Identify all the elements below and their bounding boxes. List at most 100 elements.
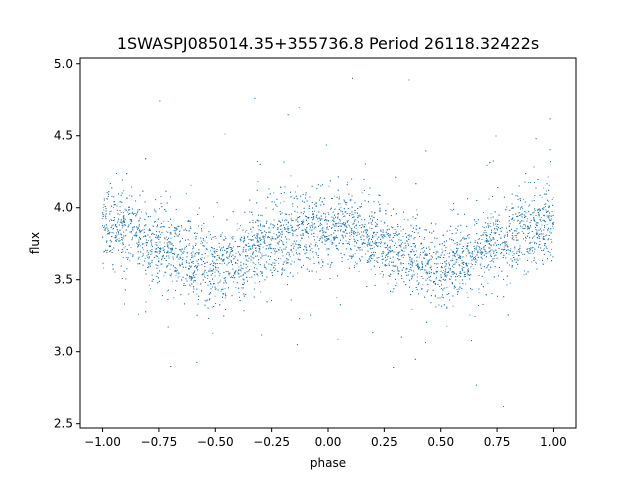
- data-point: [414, 274, 415, 276]
- data-point: [416, 209, 418, 211]
- data-point: [512, 255, 514, 257]
- data-point: [437, 262, 439, 264]
- data-point: [382, 251, 384, 252]
- data-point: [517, 219, 519, 221]
- data-point: [296, 217, 298, 219]
- data-point: [482, 234, 484, 236]
- data-point: [297, 272, 299, 274]
- data-point: [396, 254, 398, 256]
- data-point: [218, 267, 219, 269]
- data-point: [518, 212, 520, 214]
- data-point: [477, 239, 479, 240]
- data-point: [546, 223, 548, 225]
- data-point: [203, 257, 205, 259]
- data-point: [343, 216, 344, 218]
- data-point: [446, 274, 448, 276]
- data-point: [214, 265, 216, 267]
- data-point: [215, 269, 217, 271]
- data-point: [140, 211, 142, 213]
- data-point: [296, 211, 298, 213]
- data-point: [348, 220, 349, 222]
- data-point: [417, 264, 419, 266]
- data-point: [163, 220, 165, 222]
- data-point: [257, 180, 259, 182]
- data-point: [210, 283, 212, 285]
- data-point: [213, 263, 215, 264]
- data-point: [474, 258, 476, 260]
- data-point: [263, 226, 265, 228]
- data-point: [313, 213, 315, 215]
- data-point: [345, 240, 347, 242]
- data-point: [355, 227, 357, 229]
- data-point: [539, 210, 541, 212]
- data-point: [402, 235, 404, 237]
- data-point: [118, 238, 120, 240]
- data-point: [468, 268, 470, 270]
- data-point: [104, 251, 105, 252]
- data-point: [375, 274, 376, 276]
- data-point: [122, 257, 124, 258]
- data-point: [285, 224, 287, 226]
- data-point: [320, 230, 322, 232]
- data-point: [443, 287, 445, 289]
- data-point: [405, 269, 407, 271]
- data-point: [103, 267, 105, 269]
- data-point: [245, 256, 247, 258]
- data-point: [105, 208, 107, 209]
- data-point: [115, 224, 116, 226]
- data-point: [219, 279, 221, 281]
- data-point: [220, 258, 222, 259]
- data-point: [145, 212, 147, 214]
- data-point: [519, 245, 521, 247]
- data-point: [189, 285, 191, 287]
- data-point: [511, 203, 513, 205]
- data-point: [516, 235, 517, 236]
- data-point: [139, 232, 141, 234]
- data-point: [311, 222, 313, 223]
- data-point: [210, 263, 212, 265]
- data-point: [160, 196, 162, 197]
- data-point: [528, 182, 530, 184]
- data-point: [148, 284, 150, 286]
- data-point: [552, 197, 554, 199]
- data-point: [239, 225, 241, 227]
- data-point: [110, 218, 112, 220]
- data-point: [175, 230, 177, 232]
- data-point: [139, 231, 141, 233]
- data-point: [253, 262, 255, 264]
- data-point: [189, 284, 190, 286]
- data-point: [297, 226, 299, 228]
- data-point: [482, 212, 484, 213]
- data-point: [327, 211, 329, 213]
- data-point: [525, 238, 527, 240]
- data-point: [521, 230, 523, 232]
- data-point: [326, 249, 328, 251]
- data-point: [150, 288, 152, 290]
- data-point: [551, 199, 553, 200]
- data-point: [491, 238, 493, 240]
- data-point: [463, 236, 465, 238]
- data-point: [537, 233, 538, 235]
- data-point: [453, 267, 455, 268]
- data-point: [216, 269, 218, 271]
- data-point: [381, 252, 383, 254]
- data-point: [369, 242, 371, 244]
- data-point: [279, 247, 281, 249]
- data-point: [226, 282, 228, 284]
- data-point: [295, 243, 297, 245]
- data-point: [261, 253, 263, 255]
- data-point: [504, 242, 506, 244]
- data-point: [119, 206, 121, 208]
- data-point: [547, 216, 549, 218]
- data-point: [167, 221, 169, 222]
- data-point: [113, 232, 115, 234]
- data-point: [412, 262, 414, 263]
- data-point: [230, 277, 231, 279]
- data-point: [356, 250, 358, 252]
- data-point: [256, 268, 258, 270]
- data-point: [238, 266, 240, 268]
- data-point: [414, 246, 416, 248]
- data-point: [509, 282, 511, 284]
- data-point: [311, 247, 313, 249]
- data-point: [455, 252, 457, 254]
